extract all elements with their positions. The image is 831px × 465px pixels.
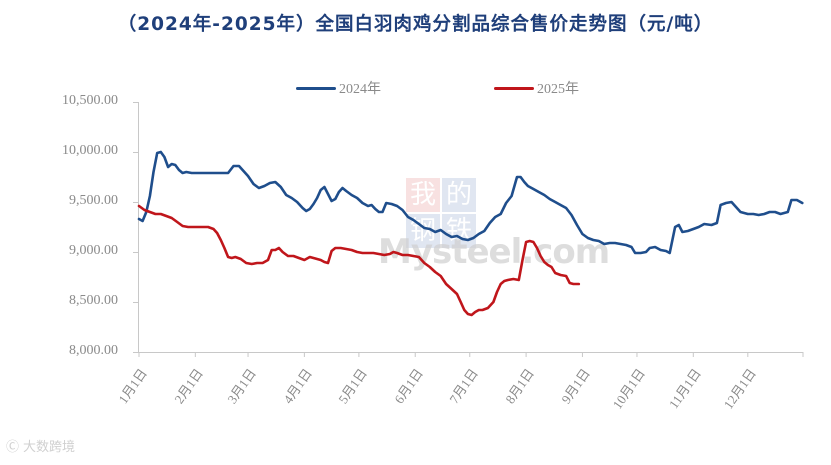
y-axis: [133, 102, 139, 353]
legend-label-2024: 2024年: [339, 82, 381, 97]
watermark-logo-icon: Ⓒ: [6, 440, 20, 455]
bottom-left-watermark: Ⓒ 大数跨境: [0, 436, 75, 455]
watermark-char-2: 的: [442, 178, 476, 212]
y-tick-10500: 10,500.00: [62, 93, 118, 108]
y-tick-8500: 8,500.00: [69, 293, 118, 308]
legend-item-2024: 2024年: [296, 78, 381, 98]
legend-swatch-2025: [494, 86, 534, 90]
series-line-2025: [137, 204, 581, 317]
watermark-bottom-text: 大数跨境: [23, 440, 76, 455]
x-axis: [138, 352, 804, 357]
y-tick-9500: 9,500.00: [69, 193, 118, 208]
legend-item-2025: 2025年: [494, 78, 579, 98]
legend: 2024年 2025年: [0, 78, 831, 98]
chart-title: （2024年-2025年）全国白羽肉鸡分割品综合售价走势图（元/吨）: [117, 14, 714, 35]
watermark-char-1: 我: [406, 178, 440, 212]
series-line-2024: [137, 150, 804, 255]
watermark-text: Mysteel.com: [378, 232, 610, 272]
y-tick-9000: 9,000.00: [69, 243, 118, 258]
y-tick-10000: 10,000.00: [62, 143, 118, 158]
legend-label-2025: 2025年: [537, 82, 579, 97]
y-tick-8000: 8,000.00: [69, 343, 118, 358]
legend-swatch-2024: [296, 86, 336, 90]
